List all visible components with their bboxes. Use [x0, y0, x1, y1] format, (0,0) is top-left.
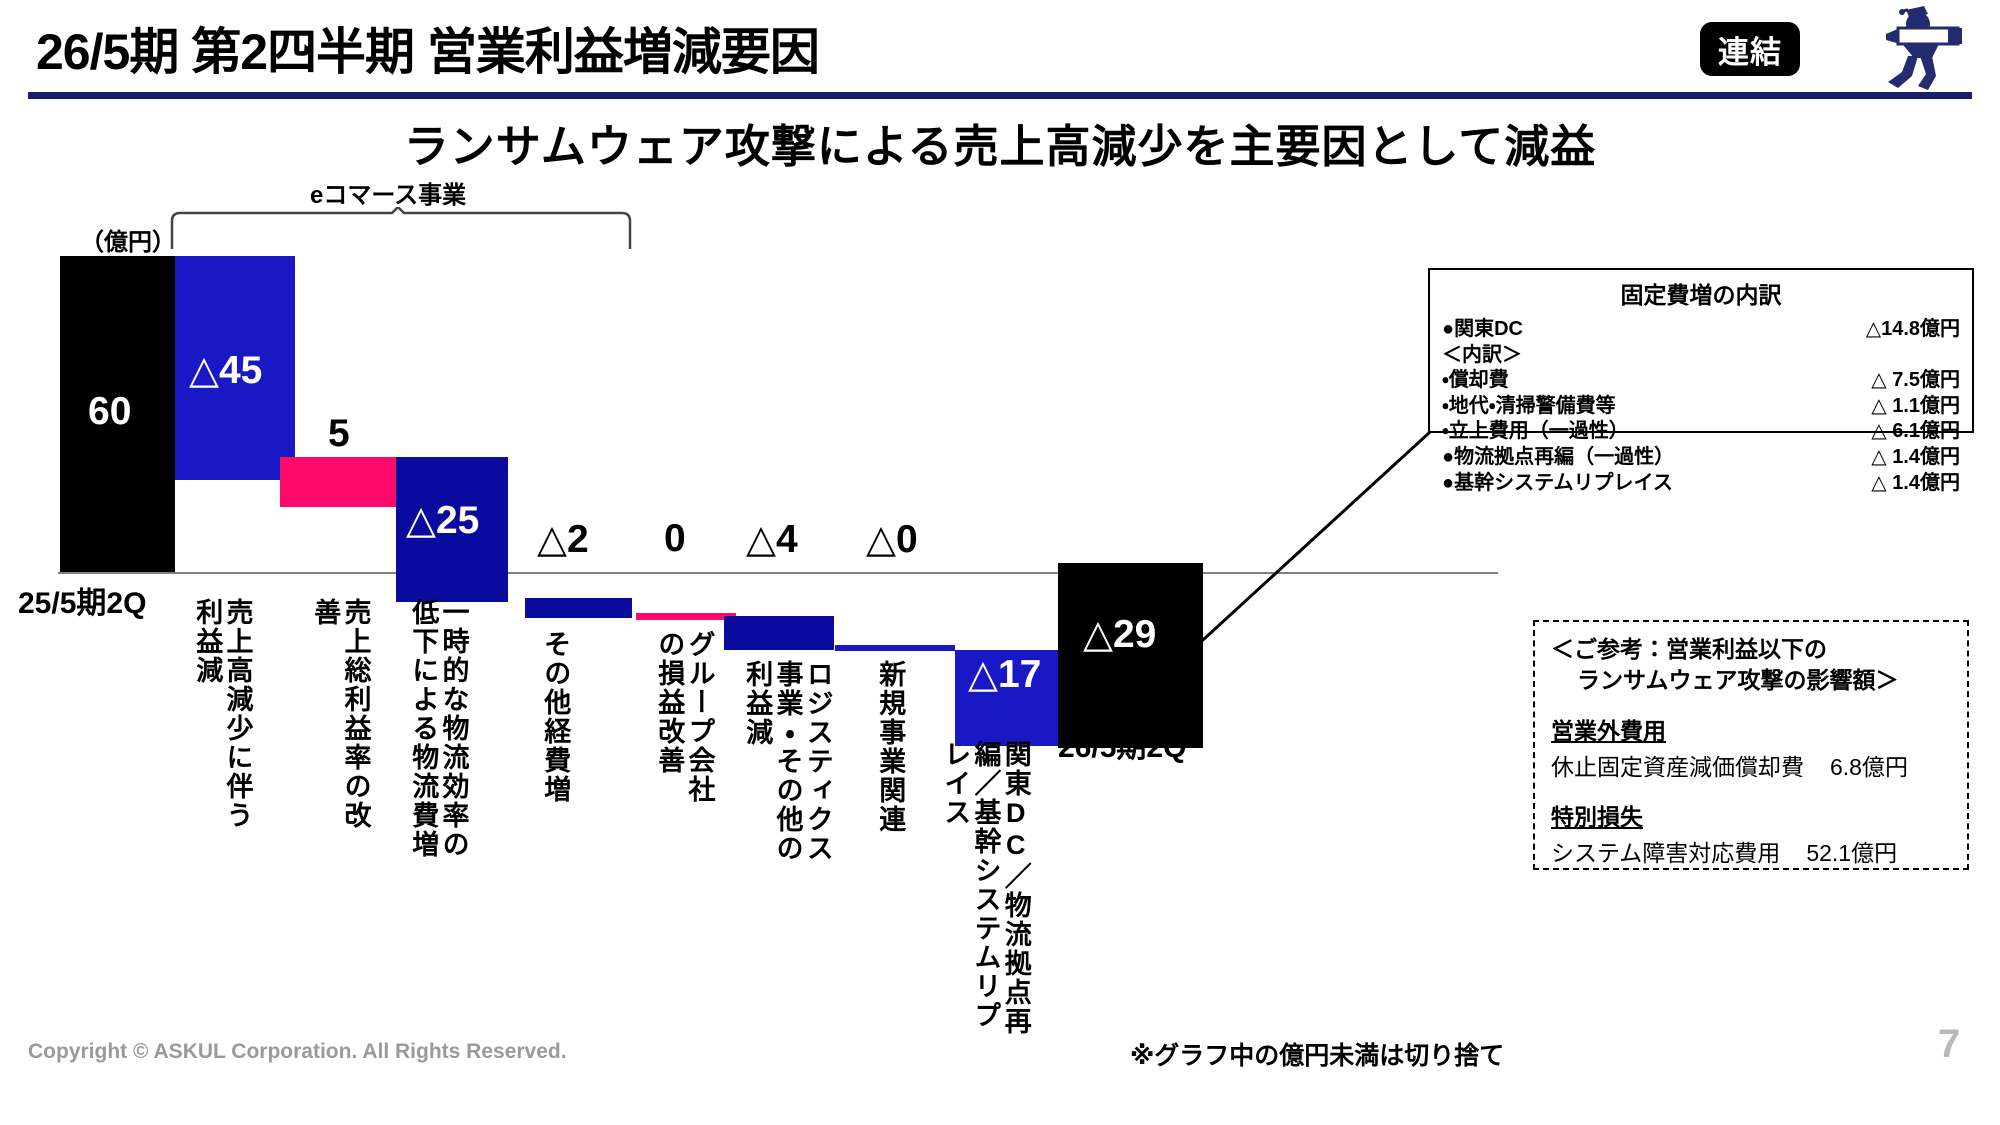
page-number: 7 [1938, 1022, 1961, 1066]
callout-leader-line [1166, 430, 1432, 674]
bar-label-1: △45 [189, 349, 263, 392]
footnote-text: ※グラフ中の億円未満は切り捨て [1130, 1042, 1505, 1070]
fixed-cost-value: △ 6.1億円 [1871, 420, 1960, 443]
fixed-cost-row: ・立上費用（一過性） △ 6.1億円 [1442, 419, 1960, 445]
category-label-4: その他経費増 [540, 630, 571, 804]
fixed-cost-row: ・地代・清掃警備費等 △ 1.1億円 [1442, 394, 1960, 420]
fixed-cost-label: ●関東DC [1442, 318, 1523, 340]
bar-group-company-improve [636, 613, 736, 620]
fixed-cost-value: △ 1.1億円 [1871, 394, 1960, 417]
axis-label-start: 25/5期2Q [18, 587, 147, 620]
bar-label-3: △25 [406, 499, 480, 542]
category-label-1: 売上高減少に伴う利益減 [192, 598, 253, 830]
category-label-5: グループ会社の損益改善 [654, 630, 715, 804]
reference-item: 休止固定資産減価償却費 [1551, 754, 1804, 781]
status-badge: 連結 [1700, 22, 1800, 76]
reference-value: 52.1億円 [1806, 840, 1898, 867]
fixed-cost-label: ・立上費用（一過性） [1442, 420, 1629, 443]
category-label-6: ロジスティクス事業・その他の利益減 [742, 660, 833, 863]
fixed-cost-label: ●物流拠点再編（一過性） [1442, 445, 1675, 468]
slide-subtitle: ランサムウェア攻撃による売上高減少を主要因として減益 [403, 121, 1597, 172]
fixed-cost-box-title: 固定費増の内訳 [1620, 282, 1782, 308]
reference-section-heading: 営業外費用 [1551, 718, 1666, 745]
ecommerce-bracket-label: eコマース事業 [310, 182, 467, 209]
fixed-cost-subheading: ＜内訳＞ [1442, 343, 1522, 366]
reference-title-line1: ＜ご参考：営業利益以下の [1551, 636, 1827, 662]
bar-label-7: △0 [866, 518, 918, 561]
category-label-2: 売上総利益率の改善 [310, 598, 371, 830]
reference-section-heading: 特別損失 [1551, 804, 1643, 831]
category-label-7: 新規事業関連 [875, 660, 906, 834]
reference-value: 6.8億円 [1830, 754, 1908, 781]
bar-start-total [60, 256, 175, 572]
reference-title-line2: ランサムウェア攻撃の影響額＞ [1577, 667, 1899, 694]
bar-label-2: 5 [328, 412, 350, 455]
page-title: 26/5期 第2四半期 営業利益増減要因 [36, 24, 820, 80]
bar-label-4: △2 [537, 518, 589, 561]
waterfall-chart: 60 △45 5 △25 △2 0 △4 △0 △17 △29 25/5期2Q … [18, 256, 1498, 1036]
copyright-text: Copyright © ASKUL Corporation. All Right… [28, 1040, 567, 1063]
bar-label-9: △29 [1083, 613, 1157, 656]
fixed-cost-label: ・地代・清掃警備費等 [1442, 394, 1616, 417]
fixed-cost-label: ・償却費 [1442, 369, 1509, 392]
reference-section-row: 休止固定資産減価償却費 6.8億円 [1551, 748, 1951, 782]
bar-sales-decline [175, 256, 295, 480]
fixed-cost-row: ・償却費 △ 7.5億円 [1442, 368, 1960, 394]
bar-logistics-cost-increase [396, 457, 508, 602]
bar-label-0: 60 [88, 390, 132, 433]
bar-other-expense-increase [525, 598, 632, 618]
fixed-cost-value: △14.8億円 [1865, 318, 1960, 340]
fixed-cost-value: △ 7.5億円 [1871, 369, 1960, 392]
bar-label-6: △4 [746, 518, 798, 561]
fixed-cost-value: △ 1.4億円 [1871, 471, 1960, 494]
fixed-cost-row: ●基幹システムリプレイス △ 1.4億円 [1442, 471, 1960, 497]
category-label-8: 関東DC／物流拠点再編／基幹システムリプレイス [940, 740, 1031, 1036]
reference-box-title: ＜ご参考：営業利益以下の ランサムウェア攻撃の影響額＞ [1551, 634, 1951, 696]
bar-new-business [835, 645, 955, 651]
chart-baseline [58, 572, 1498, 574]
fixed-cost-row: ●関東DC △14.8億円 [1442, 317, 1960, 343]
bar-logistics-other-profit-decline [724, 616, 834, 650]
bar-end-total [1058, 563, 1203, 748]
reference-item: システム障害対応費用 [1551, 840, 1781, 867]
ecommerce-bracket [170, 207, 632, 249]
axis-label-end: 26/5期2Q [1058, 731, 1187, 764]
fixed-cost-row: ●物流拠点再編（一過性） △ 1.4億円 [1442, 445, 1960, 471]
fixed-cost-value: △ 1.4億円 [1871, 445, 1960, 468]
bar-gross-margin-improve [280, 457, 398, 507]
header-divider [28, 92, 1972, 99]
askul-logo-icon [1848, 2, 1968, 94]
reference-section-row: システム障害対応費用 52.1億円 [1551, 834, 1951, 868]
fixed-cost-breakdown-box: 固定費増の内訳 ●関東DC △14.8億円 ＜内訳＞ ・償却費 △ 7.5億円 … [1428, 268, 1974, 494]
bar-label-8: △17 [968, 653, 1042, 696]
bar-fixed-cost-increase [955, 650, 1060, 746]
bar-label-5: 0 [664, 517, 686, 560]
category-label-3: 一時的な物流効率の低下による物流費増 [408, 598, 469, 859]
axis-unit-label: （億円） [80, 229, 176, 256]
fixed-cost-label: ●基幹システムリプレイス [1442, 471, 1673, 494]
reference-impact-box: ＜ご参考：営業利益以下の ランサムウェア攻撃の影響額＞ 営業外費用 休止固定資産… [1533, 620, 1969, 870]
